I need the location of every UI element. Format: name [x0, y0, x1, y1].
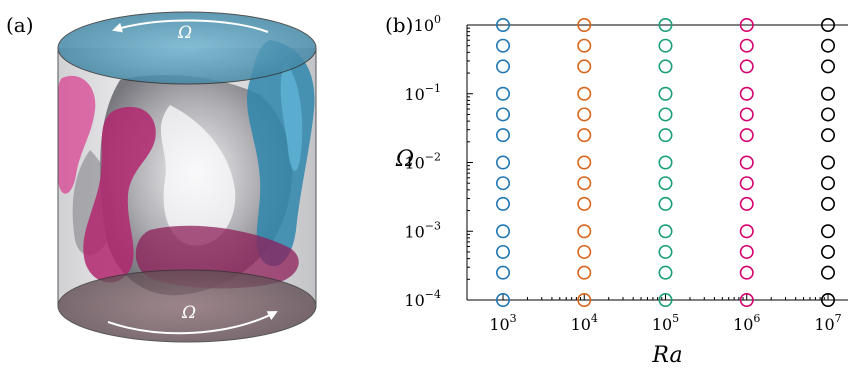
data-point — [577, 59, 592, 74]
data-point — [820, 128, 835, 143]
x-tick-label: 104 — [571, 312, 598, 334]
magenta-plume-2 — [58, 75, 96, 194]
data-point — [577, 196, 592, 211]
data-point — [495, 107, 510, 122]
data-point — [577, 265, 592, 280]
magenta-plume — [83, 106, 156, 283]
data-point — [739, 38, 754, 53]
data-point — [495, 128, 510, 143]
blue-plume-2 — [280, 60, 303, 171]
data-point — [658, 265, 673, 280]
bottom-rotation-arrow — [107, 311, 278, 335]
data-point — [739, 155, 754, 170]
data-point — [739, 196, 754, 211]
data-point — [577, 244, 592, 259]
data-point — [658, 224, 673, 239]
data-point — [658, 176, 673, 191]
data-point — [658, 155, 673, 170]
data-point — [820, 292, 835, 307]
data-point — [495, 155, 510, 170]
data-point — [658, 128, 673, 143]
data-point — [495, 176, 510, 191]
data-point — [820, 59, 835, 74]
data-point — [739, 244, 754, 259]
data-point — [495, 38, 510, 53]
y-tick-label: 10−4 — [404, 288, 441, 310]
y-tick-label: 100 — [414, 13, 441, 35]
x-tick-label: 107 — [814, 312, 841, 334]
data-point — [739, 86, 754, 101]
panel-b-label: (b) — [385, 13, 413, 37]
y-tick-label: 10−1 — [404, 82, 441, 104]
data-point — [577, 17, 592, 32]
data-point — [495, 17, 510, 32]
panel-a-label: (a) — [6, 13, 34, 37]
data-point — [739, 107, 754, 122]
omega-top-label: Ω — [177, 23, 192, 43]
data-point — [577, 292, 592, 307]
data-point — [739, 17, 754, 32]
y-tick-label: 10−2 — [404, 151, 441, 173]
data-point — [820, 107, 835, 122]
data-point — [577, 224, 592, 239]
data-point — [658, 244, 673, 259]
data-points — [495, 17, 835, 307]
data-point — [577, 155, 592, 170]
data-point — [820, 265, 835, 280]
data-point — [577, 38, 592, 53]
data-point — [820, 224, 835, 239]
data-point — [739, 59, 754, 74]
x-tick-label: 105 — [652, 312, 679, 334]
y-tick-label: 10−3 — [404, 219, 441, 241]
omega-bottom-label: Ω — [181, 303, 196, 323]
data-point — [739, 176, 754, 191]
data-point — [658, 86, 673, 101]
data-point — [658, 196, 673, 211]
y-axis-label: Ω — [395, 147, 414, 172]
data-point — [739, 292, 754, 307]
data-point — [577, 107, 592, 122]
data-point — [739, 224, 754, 239]
data-point — [658, 38, 673, 53]
data-point — [577, 128, 592, 143]
data-point — [739, 265, 754, 280]
panel-b: (b) 103 104 105 106 107 100 10−1 10−2 10−3 10−4 … — [385, 13, 848, 368]
data-point — [658, 292, 673, 307]
data-point — [495, 224, 510, 239]
data-point — [820, 86, 835, 101]
x-axis-ticks: 103 104 105 106 107 — [489, 294, 842, 334]
scatter-plot: 103 104 105 106 107 100 10−1 10−2 10−3 10−4 Ra Ω — [395, 13, 848, 368]
cylinder-illustration: Ω Ω — [57, 11, 317, 343]
data-point — [495, 59, 510, 74]
panel-a: (a) Ω Ω — [6, 11, 317, 343]
data-point — [495, 244, 510, 259]
data-point — [820, 17, 835, 32]
data-point — [495, 292, 510, 307]
x-tick-label: 106 — [733, 312, 760, 334]
data-point — [577, 86, 592, 101]
data-point — [820, 196, 835, 211]
data-point — [658, 107, 673, 122]
x-tick-label: 103 — [489, 312, 516, 334]
y-axis-ticks: 100 10−1 10−2 10−3 10−4 — [404, 13, 473, 310]
data-point — [820, 38, 835, 53]
data-point — [820, 244, 835, 259]
x-axis-label: Ra — [651, 343, 682, 368]
data-point — [820, 155, 835, 170]
data-point — [495, 196, 510, 211]
data-point — [658, 59, 673, 74]
data-point — [577, 176, 592, 191]
data-point — [658, 17, 673, 32]
top-rotation-arrow — [112, 19, 269, 33]
data-point — [820, 176, 835, 191]
data-point — [739, 128, 754, 143]
data-point — [495, 265, 510, 280]
grey-plume-2 — [160, 105, 236, 246]
axes-frame — [466, 24, 848, 301]
data-point — [495, 86, 510, 101]
